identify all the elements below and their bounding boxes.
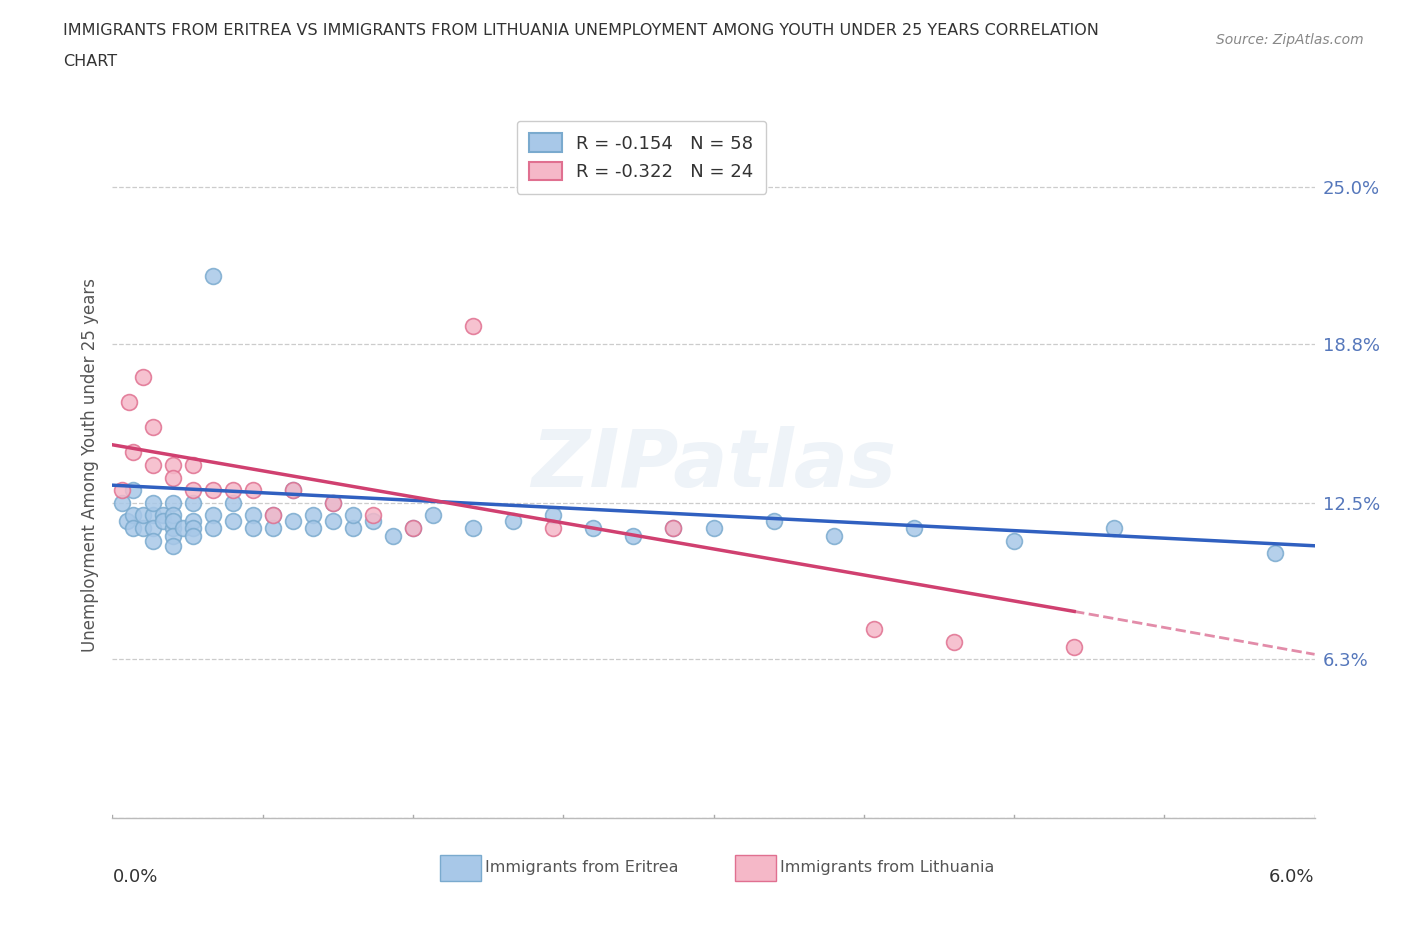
Point [382,528,405,543]
Point [862,621,886,636]
Point [222,496,245,511]
Point [141,533,163,548]
Point [302,521,325,536]
Point [162,508,184,523]
Point [172,521,194,536]
Point [281,513,304,528]
Point [181,483,204,498]
Point [222,513,245,528]
Point [502,513,524,528]
Point [152,508,174,523]
Point [342,508,364,523]
Point [141,458,163,472]
Point [422,508,444,523]
Point [823,528,845,543]
Point [903,521,925,536]
Point [242,508,264,523]
Point [181,528,204,543]
Point [281,483,304,498]
Text: Immigrants from Lithuania: Immigrants from Lithuania [780,860,994,875]
Point [242,483,264,498]
Point [201,508,224,523]
Point [461,521,484,536]
Text: Source: ZipAtlas.com: Source: ZipAtlas.com [1216,33,1364,46]
Point [121,483,143,498]
Point [543,508,565,523]
Point [361,508,384,523]
Point [141,508,163,523]
Point [117,394,139,409]
Point [402,521,425,536]
Point [162,496,184,511]
Point [262,508,284,523]
Point [201,483,224,498]
Point [662,521,685,536]
Point [162,521,184,536]
Point [543,521,565,536]
Point [281,483,304,498]
Point [242,521,264,536]
Point [162,458,184,472]
Point [181,521,204,536]
Point [162,513,184,528]
Point [1264,546,1286,561]
Point [181,496,204,511]
Text: 6.0%: 6.0% [1270,868,1315,886]
Text: IMMIGRANTS FROM ERITREA VS IMMIGRANTS FROM LITHUANIA UNEMPLOYMENT AMONG YOUTH UN: IMMIGRANTS FROM ERITREA VS IMMIGRANTS FR… [63,23,1099,38]
Point [121,445,143,459]
Point [662,521,685,536]
Point [582,521,605,536]
Point [222,483,245,498]
Point [201,268,224,283]
Legend: R = -0.154   N = 58, R = -0.322   N = 24: R = -0.154 N = 58, R = -0.322 N = 24 [516,121,766,193]
Point [322,496,344,511]
Point [181,513,204,528]
Point [1002,533,1025,548]
Point [162,538,184,553]
Point [121,521,143,536]
Point [1063,639,1085,654]
Point [141,419,163,434]
Point [162,471,184,485]
Point [115,513,138,528]
Point [342,521,364,536]
Point [141,496,163,511]
Point [262,508,284,523]
Text: Immigrants from Eritrea: Immigrants from Eritrea [485,860,679,875]
Point [111,496,134,511]
Point [461,319,484,334]
Point [702,521,725,536]
Point [361,513,384,528]
Point [402,521,425,536]
Point [111,483,134,498]
Point [762,513,785,528]
Point [621,528,644,543]
Point [201,521,224,536]
Point [943,634,966,649]
Point [141,521,163,536]
Text: ZIPatlas: ZIPatlas [531,426,896,504]
Text: CHART: CHART [63,54,117,69]
Point [181,458,204,472]
Point [262,521,284,536]
Point [131,508,153,523]
Point [162,528,184,543]
Point [131,369,153,384]
Point [302,508,325,523]
Point [131,521,153,536]
Point [152,513,174,528]
Y-axis label: Unemployment Among Youth under 25 years: Unemployment Among Youth under 25 years [80,278,98,652]
Point [1104,521,1126,536]
Point [322,513,344,528]
Point [322,496,344,511]
Text: 0.0%: 0.0% [112,868,157,886]
Point [121,508,143,523]
